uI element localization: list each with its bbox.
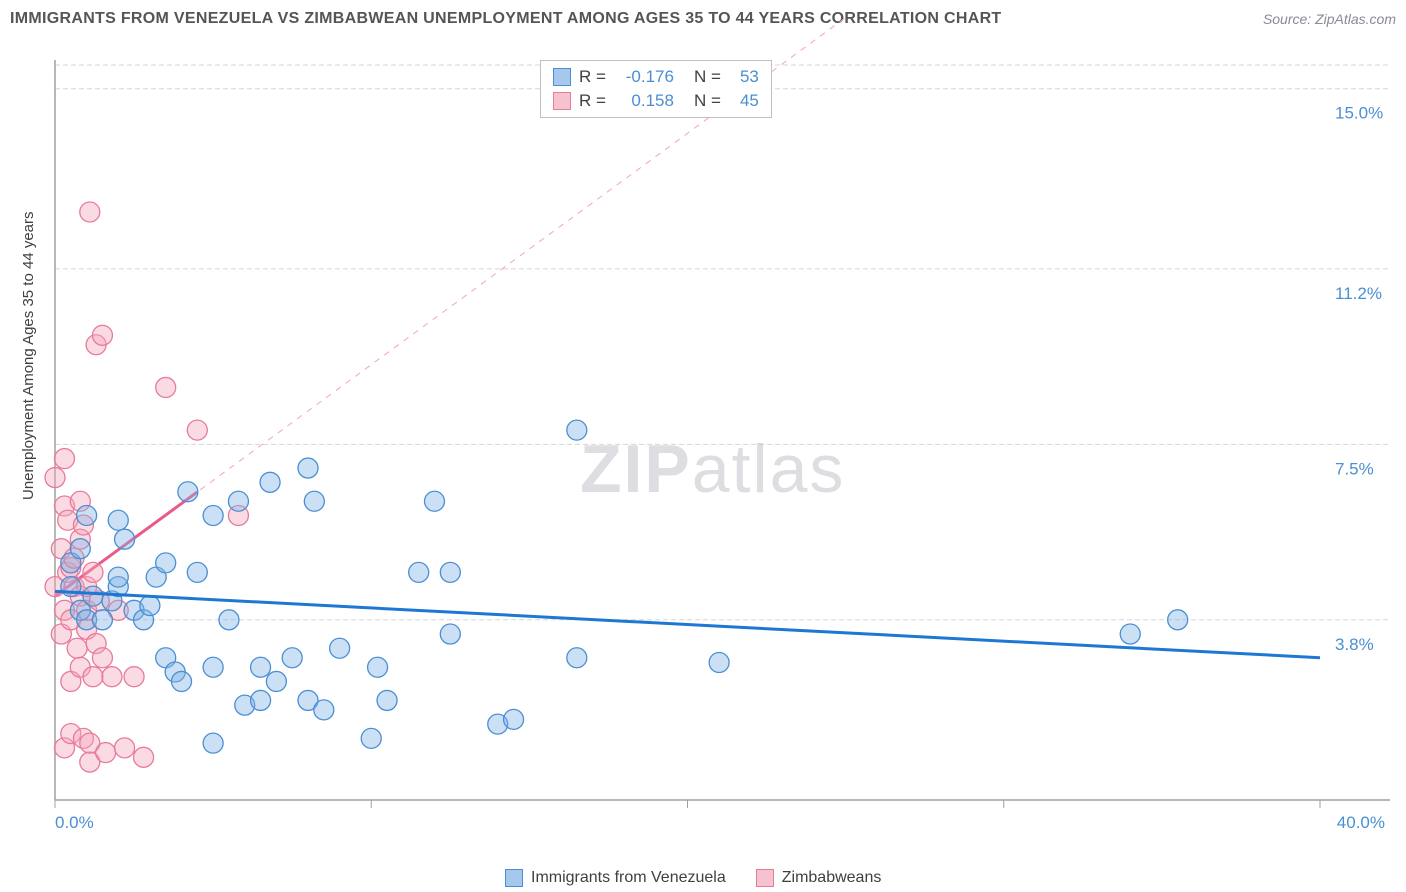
y-axis-label: Unemployment Among Ages 35 to 44 years: [20, 211, 37, 500]
svg-text:15.0%: 15.0%: [1335, 104, 1383, 123]
source-attribution: Source: ZipAtlas.com: [1263, 11, 1396, 27]
stats-r-label: R =: [579, 91, 606, 111]
stats-n-label: N =: [694, 91, 721, 111]
swatch-blue-icon: [553, 68, 571, 86]
swatch-pink-icon: [756, 869, 774, 887]
stats-r-value: 0.158: [614, 91, 674, 111]
stats-legend: R = -0.176 N = 53 R = 0.158 N = 45: [540, 60, 772, 118]
swatch-pink-icon: [553, 92, 571, 110]
plot-area: 15.0% 11.2% 7.5% 3.8% 0.0% 40.0%: [50, 60, 1390, 840]
stats-n-label: N =: [694, 67, 721, 87]
svg-text:40.0%: 40.0%: [1337, 813, 1385, 832]
chart-title: IMMIGRANTS FROM VENEZUELA VS ZIMBABWEAN …: [10, 10, 1002, 28]
svg-text:11.2%: 11.2%: [1335, 284, 1382, 303]
legend-item: Immigrants from Venezuela: [505, 869, 726, 887]
stats-row: R = 0.158 N = 45: [541, 89, 771, 113]
stats-r-label: R =: [579, 67, 606, 87]
stats-row: R = -0.176 N = 53: [541, 65, 771, 89]
chart-header: IMMIGRANTS FROM VENEZUELA VS ZIMBABWEAN …: [10, 10, 1396, 28]
svg-text:7.5%: 7.5%: [1335, 459, 1374, 478]
bottom-legend: Immigrants from Venezuela Zimbabweans: [505, 869, 881, 887]
legend-label: Zimbabweans: [782, 869, 882, 887]
stats-n-value: 53: [729, 67, 759, 87]
chart-svg: 15.0% 11.2% 7.5% 3.8% 0.0% 40.0%: [50, 60, 1390, 840]
swatch-blue-icon: [505, 869, 523, 887]
legend-label: Immigrants from Venezuela: [531, 869, 726, 887]
legend-item: Zimbabweans: [756, 869, 882, 887]
svg-text:0.0%: 0.0%: [55, 813, 94, 832]
stats-r-value: -0.176: [614, 67, 674, 87]
stats-n-value: 45: [729, 91, 759, 111]
svg-text:3.8%: 3.8%: [1335, 635, 1374, 654]
